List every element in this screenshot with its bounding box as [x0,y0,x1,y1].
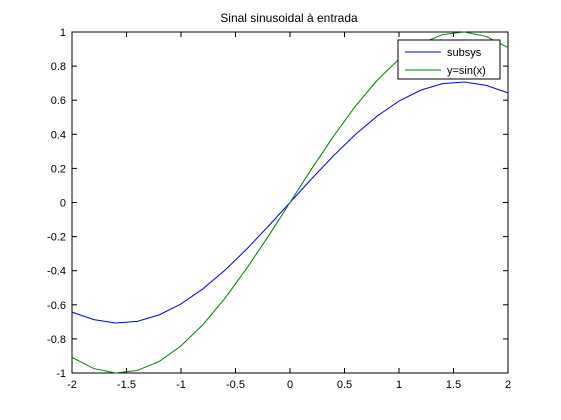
legend-label-subsys: subsys [447,47,482,59]
series-line-sin [71,31,509,374]
x-tick-label: -0.5 [226,379,245,391]
y-tick-label: 0.6 [51,95,66,107]
x-tick-label: 0 [287,379,293,391]
y-tick-label: -0.2 [47,232,66,244]
x-tick-label: 1.5 [446,379,461,391]
x-tick-label: 0.5 [337,379,352,391]
series-lines [71,31,509,374]
legend: subsys y=sin(x) [397,39,501,80]
y-tick-label: -1 [56,368,66,380]
y-tick-label: 0 [60,198,66,210]
y-tick-label: 1 [60,27,66,39]
x-tick-label: -2 [67,379,77,391]
y-tick-label: 0.4 [51,129,66,141]
y-tick-label: -0.6 [47,300,66,312]
y-tick-label: -0.8 [47,334,66,346]
x-axis: -2 -1.5 -1 -0.5 0 0.5 1 1.5 2 [67,32,511,391]
legend-box [397,39,501,80]
x-tick-label: 2 [505,379,511,391]
y-axis: -1 -0.8 -0.6 -0.4 -0.2 0 0.2 0.4 0.6 0.8 1 [47,27,508,380]
x-tick-label: -1 [176,379,186,391]
chart-title: Sinal sinusoidal à entrada [220,11,358,25]
x-tick-label: -1.5 [117,379,136,391]
y-tick-label: 0.8 [51,61,66,73]
y-tick-label: -0.4 [47,266,66,278]
plot-area: -2 -1.5 -1 -0.5 0 0.5 1 1.5 2 -1 -0.8 -0.6 -0.4 -0.2… [47,27,511,391]
y-tick-label: 0.2 [51,163,66,175]
legend-label-sin: y=sin(x) [447,65,486,77]
x-tick-label: 1 [396,379,402,391]
